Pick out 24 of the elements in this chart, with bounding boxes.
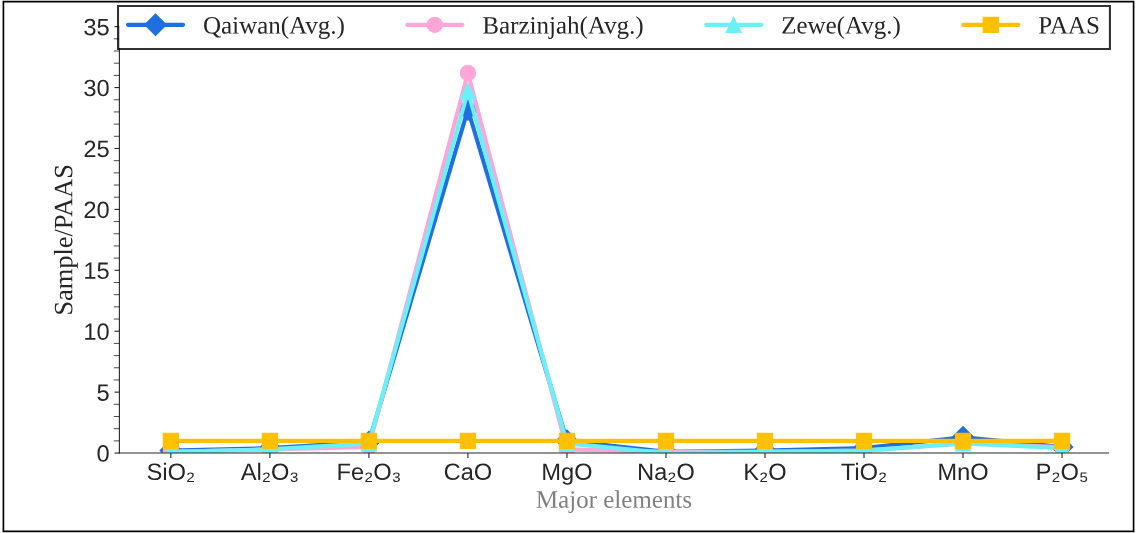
x-tick-label: P₂O₅ — [1037, 463, 1088, 483]
y-tick-label: 15 — [85, 262, 109, 280]
x-tick-label: Fe₂O₃ — [338, 463, 400, 483]
x-tick-label: K₂O — [745, 463, 786, 482]
y-tick-label: 25 — [84, 140, 109, 158]
legend-label: Zewe(Avg.) — [782, 16, 900, 39]
x-tick-label: TiO₂ — [841, 462, 886, 482]
y-tick-label: 10 — [85, 323, 109, 341]
legend-label: Barzinjah(Avg.) — [483, 16, 643, 39]
x-axis-title: Major elements — [536, 490, 692, 514]
legend-label: PAAS — [1039, 17, 1099, 34]
y-tick-label: 0 — [97, 445, 109, 462]
legend-label: Qaiwan(Avg.) — [204, 16, 344, 39]
y-tick-label: 30 — [84, 79, 109, 97]
y-tick-label: 20 — [84, 201, 109, 219]
x-tick-label: MnO — [939, 463, 988, 481]
x-tick-label: CaO — [444, 463, 492, 481]
x-tick-label: SiO₂ — [147, 462, 194, 482]
y-tick-label: 35 — [84, 18, 109, 36]
y-axis-title: Sample/PAAS — [53, 165, 78, 314]
x-tick-label: Na₂O — [639, 463, 694, 482]
y-tick-label: 5 — [97, 384, 109, 401]
x-tick-label: MgO — [543, 463, 592, 485]
x-tick-label: Al₂O₃ — [240, 462, 298, 483]
